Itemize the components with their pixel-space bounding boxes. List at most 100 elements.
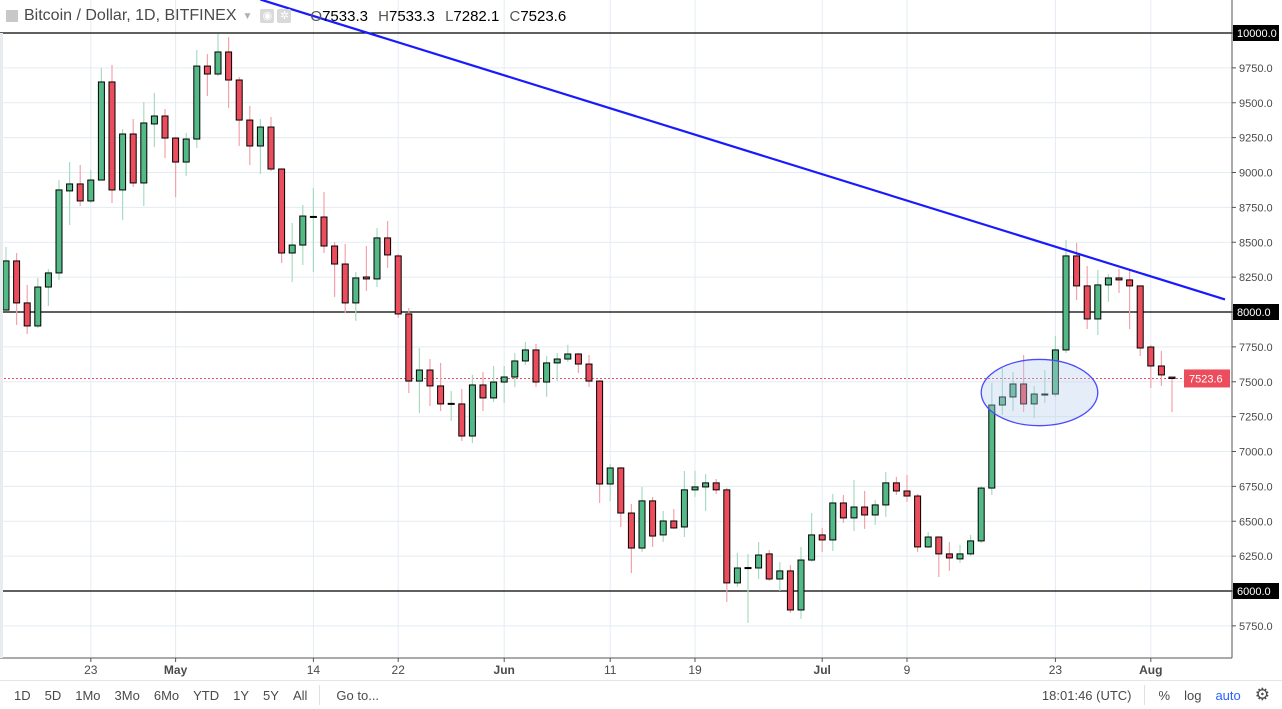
candle [691,470,699,497]
time-tick-label: 11 [604,663,617,677]
candle-body [659,520,667,536]
horizontal-lines[interactable] [0,32,1232,592]
candle-body [203,65,211,75]
symbol-title[interactable]: Bitcoin / Dollar, 1D, BITFINEX [24,7,237,24]
range-all-button[interactable]: All [292,687,308,703]
candle-body [1020,383,1028,405]
range-1y-button[interactable]: 1Y [233,687,250,703]
candle [945,542,953,571]
candle-body [818,534,826,541]
candle-body [373,237,381,280]
bottom-toolbar: 1D 5D 1Mo 3Mo 6Mo YTD 1Y 5Y All Go to...… [0,680,1282,709]
range-6mo-button[interactable]: 6Mo [153,687,180,703]
settings-gear-icon[interactable]: ⚙ [1254,685,1270,704]
range-1d-button[interactable]: 1D [14,687,31,703]
chevron-down-icon[interactable]: ▼ [242,10,253,22]
candle [532,343,540,387]
candle-body [468,384,476,437]
left-edge [0,33,3,658]
log-toggle[interactable]: log [1184,687,1202,703]
candle-body [765,553,773,580]
chart-legend: Bitcoin / Dollar, 1D, BITFINEX ▼ ◉ ✲ O75… [6,5,566,27]
time-tick-label: 22 [392,663,406,677]
candle [935,536,943,578]
candle-body [839,502,847,519]
candle [543,355,551,397]
candle [723,487,731,603]
candle [129,118,137,188]
candle [861,490,869,529]
candle-body [871,504,879,516]
candles [2,33,1176,623]
price-tag-box [1233,304,1279,320]
candle-body [1126,279,1134,287]
candle-body [150,115,158,125]
candle [55,180,63,280]
candle [320,192,328,253]
candle [914,493,922,552]
candle [1041,370,1049,403]
candle [977,485,985,544]
candle-body [66,183,74,192]
candle-body [1168,376,1176,379]
range-5y-button[interactable]: 5Y [263,687,279,703]
candle-body [1083,285,1091,320]
time-tick-label: 23 [84,663,98,677]
open-value: 7533.3 [322,7,368,25]
candle-body [914,495,922,548]
range-1mo-button[interactable]: 1Mo [75,687,101,703]
candle-body [246,119,254,147]
candle [468,374,476,443]
candle [606,463,614,502]
price-tick-label: 7750.0 [1239,342,1273,354]
candle [447,390,455,421]
candle [426,359,434,407]
time-tick-label: 23 [1049,663,1063,677]
range-ytd-button[interactable]: YTD [193,687,220,703]
eye-icon[interactable]: ◉ [260,9,275,23]
candle [278,168,286,264]
candle-body [967,540,975,555]
auto-toggle[interactable]: auto [1215,687,1241,703]
candle-body [1030,393,1038,405]
candle [225,37,233,109]
price-chart[interactable]: 5750.0 6250.0 6500.0 6750.0 7000.0 7250.0 7500… [0,0,1282,680]
percent-toggle[interactable]: % [1158,687,1171,703]
price-tag-label: 10000.0 [1237,28,1277,40]
candle [23,284,31,335]
price-axis[interactable] [1232,0,1282,658]
candle-body [956,553,964,560]
ellipse-drawing[interactable] [980,358,1099,427]
trendline-drawing[interactable] [260,0,1226,301]
candle [490,365,498,402]
candle-body [108,81,116,191]
hline-price-tag: 8000.0 [1233,304,1279,320]
candle [140,102,148,206]
candle-body [267,126,275,170]
candle-body [733,567,741,584]
time-axis-labels[interactable]: 23 May 14 22 Jun 11 19 Jul 9 23 Aug [84,658,1162,677]
candle-body [829,502,837,541]
price-tick-label: 9750.0 [1239,63,1273,75]
candle [924,531,932,549]
candle [839,495,847,523]
candle [34,277,42,328]
price-tag-label: 7523.6 [1189,373,1223,385]
price-tag-box [1184,369,1230,388]
candle [108,64,116,204]
candle-body [723,489,731,584]
range-3mo-button[interactable]: 3Mo [114,687,140,703]
candle-body [935,536,943,555]
candle-body [755,554,763,569]
range-5d-button[interactable]: 5D [44,687,62,703]
candle-body [1041,393,1049,396]
candle-body [1115,277,1123,281]
candle-body [1104,277,1112,286]
goto-button[interactable]: Go to... [336,687,380,703]
candle-body [320,216,328,247]
clock: 18:01:46 (UTC) [1041,687,1132,703]
price-tick-label: 8750.0 [1239,202,1273,214]
candle-body [977,487,985,542]
gear-icon[interactable]: ✲ [277,9,292,23]
price-tags: 10000.0 8000.0 6000.0 7523.6 [1184,25,1279,599]
